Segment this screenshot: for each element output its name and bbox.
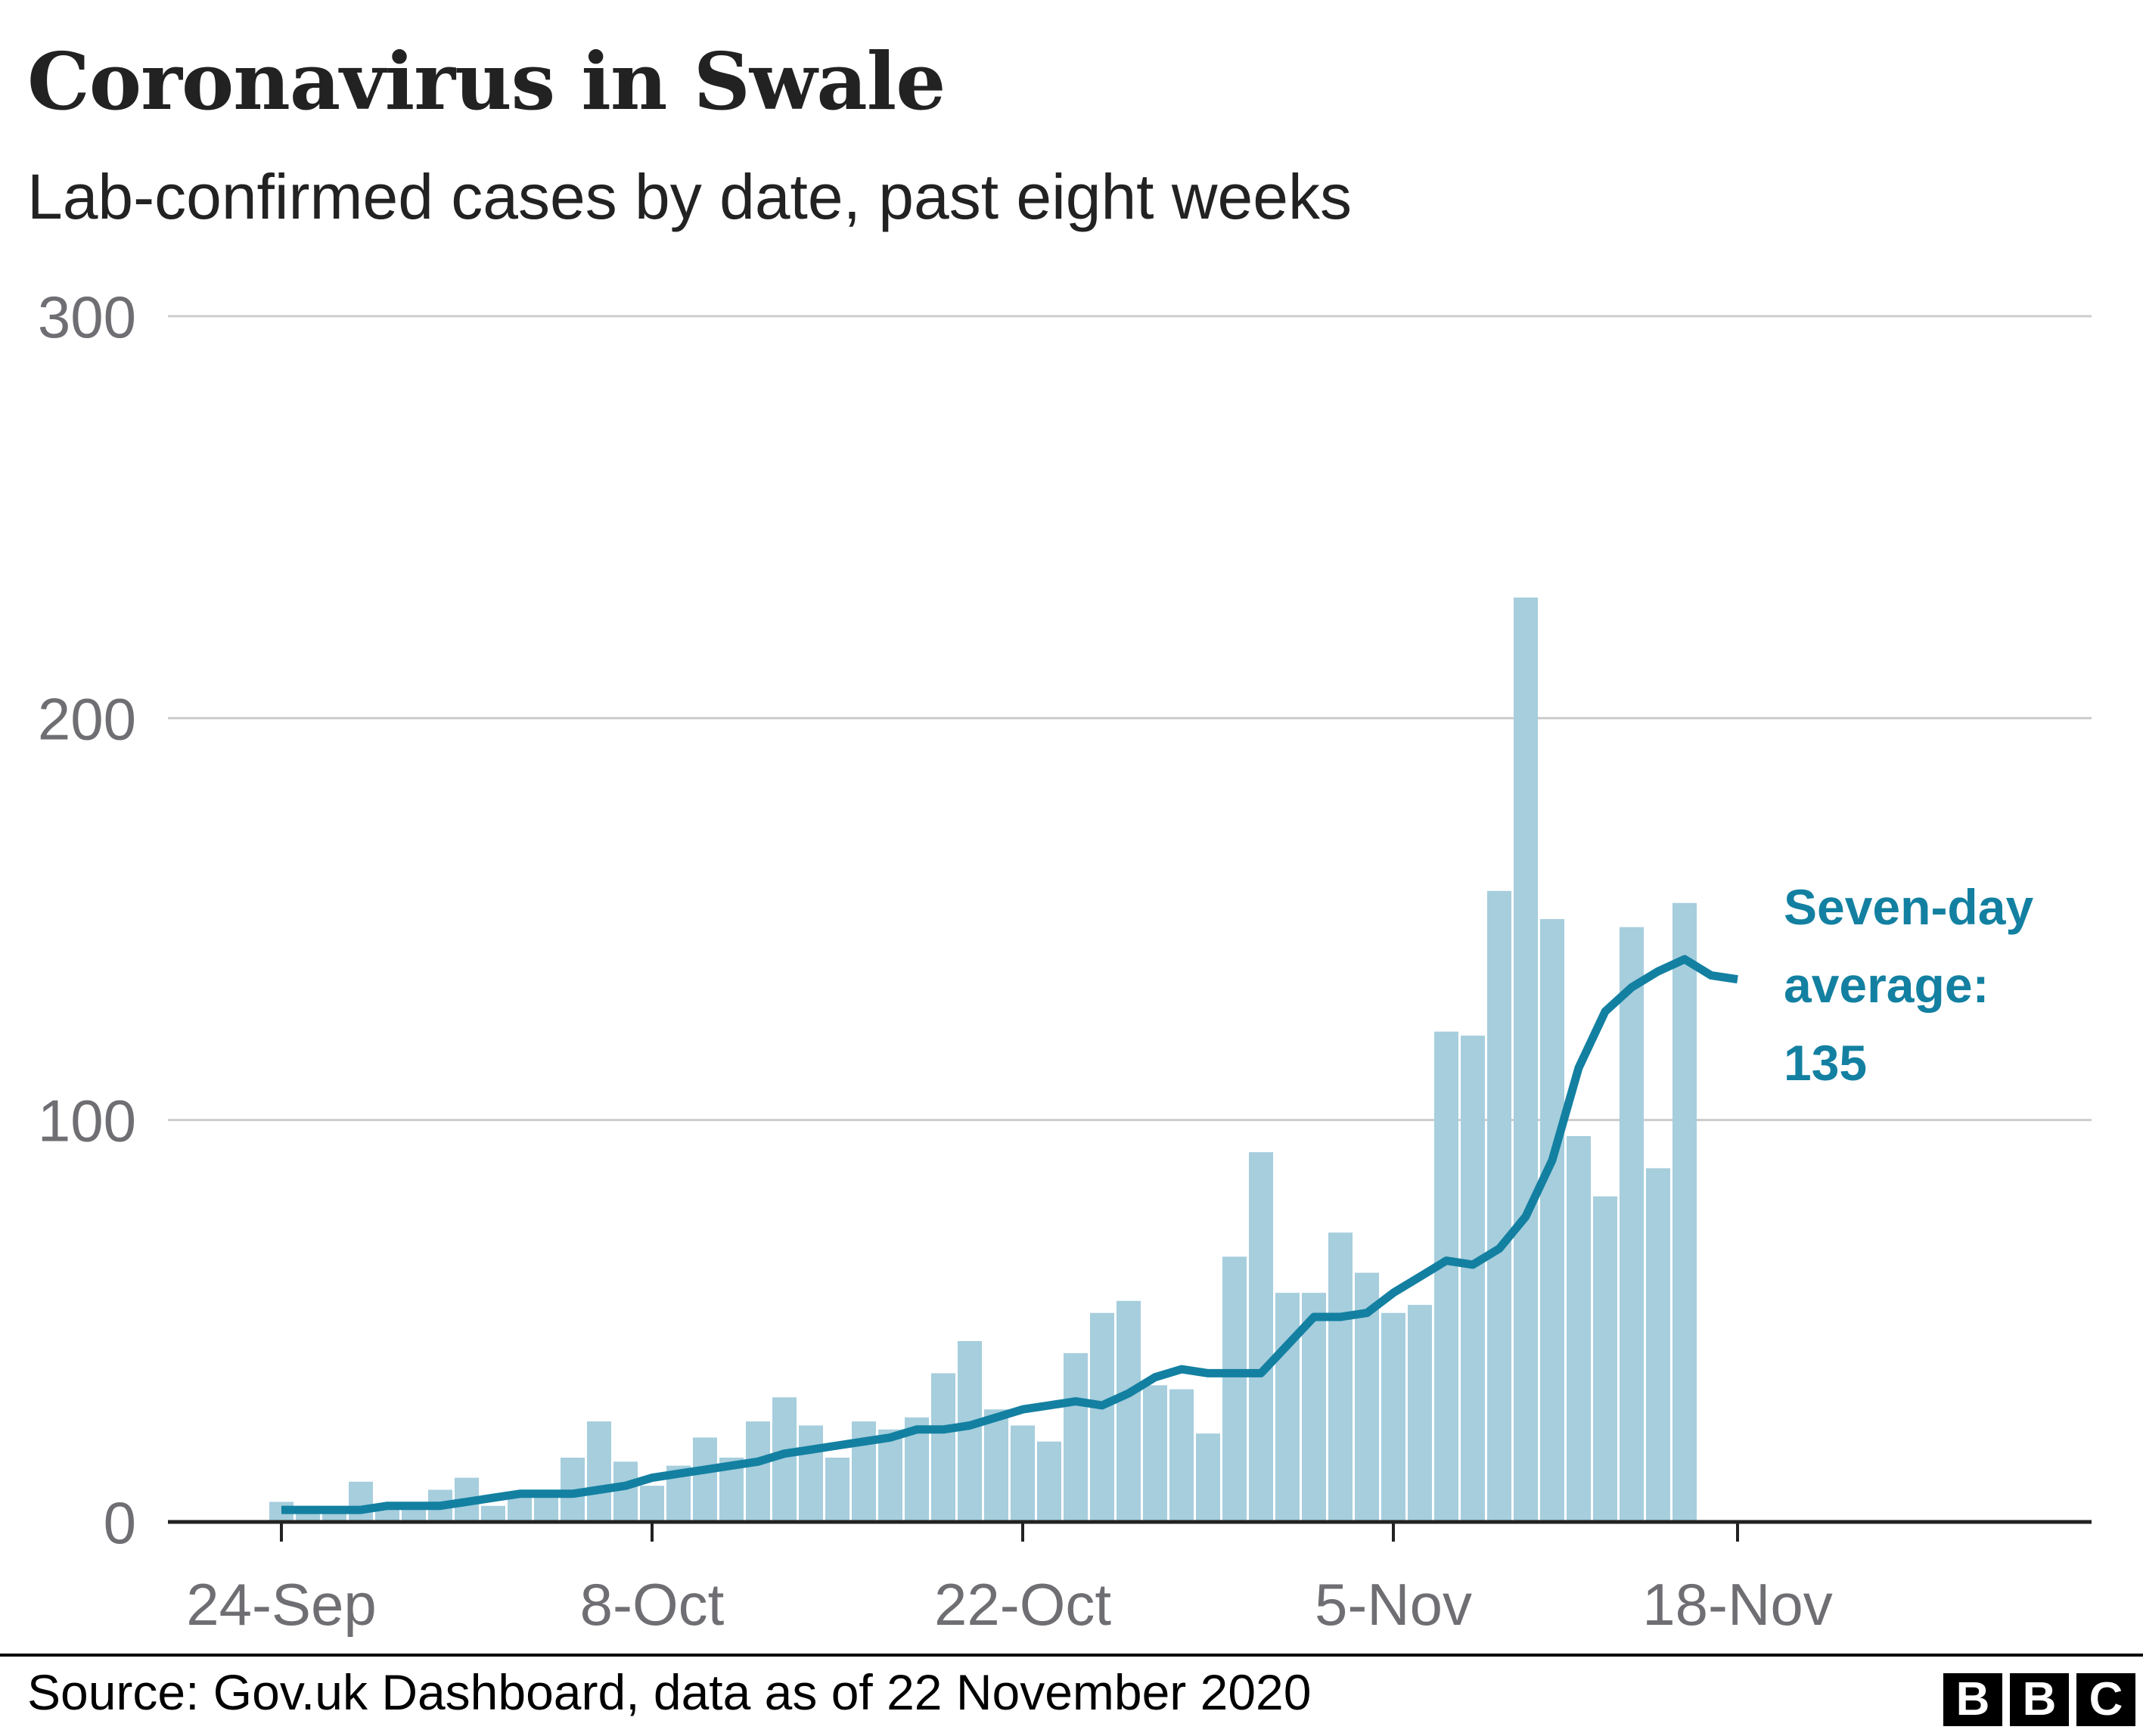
bar: [1620, 927, 1644, 1522]
y-tick-label: 300: [38, 284, 136, 350]
bar: [1672, 902, 1697, 1522]
y-tick-label: 0: [104, 1489, 136, 1556]
bar: [878, 1429, 902, 1522]
bar: [1514, 597, 1538, 1522]
x-tick-label: 18-Nov: [1642, 1571, 1832, 1638]
bar: [693, 1437, 717, 1522]
bar: [1090, 1312, 1114, 1522]
gridlines: [168, 315, 2092, 1122]
bar-series: [269, 597, 1697, 1522]
bbc-logo: B B C: [1943, 1673, 2135, 1726]
tick-labels: 0 100 200 300 24-Sep 8-Oct 22-Oct 5-Nov 18-Nov: [38, 284, 1833, 1638]
bar: [1540, 919, 1564, 1522]
bar: [931, 1373, 955, 1522]
bar: [1434, 1031, 1458, 1522]
bar: [1487, 890, 1511, 1522]
bar: [640, 1486, 664, 1522]
bar: [1328, 1232, 1353, 1522]
x-axis: [168, 1520, 2092, 1542]
seven-day-average-line: [281, 955, 1738, 1514]
bar: [1249, 1152, 1273, 1522]
annotation-line: 135: [1784, 1035, 1867, 1091]
bar: [587, 1421, 611, 1522]
bar: [1567, 1135, 1591, 1522]
bar: [958, 1340, 982, 1522]
bar: [1461, 1036, 1485, 1522]
bar: [1646, 1168, 1670, 1522]
chart-area: 0 100 200 300 24-Sep 8-Oct 22-Oct 5-Nov 18-Nov S…: [38, 284, 2092, 1638]
average-line-layer: [281, 955, 1738, 1514]
chart-title: Coronavirus in Swale: [27, 35, 946, 128]
x-tick-label: 5-Nov: [1315, 1571, 1472, 1638]
bar: [746, 1421, 770, 1522]
bar: [613, 1461, 638, 1522]
bar: [1222, 1256, 1247, 1522]
bar: [1275, 1293, 1300, 1522]
bar: [1143, 1385, 1167, 1522]
bar: [1064, 1352, 1088, 1522]
annotation-line: Seven-day: [1784, 879, 2033, 935]
bar: [1593, 1196, 1617, 1522]
bar: [1037, 1441, 1061, 1522]
bar: [1011, 1425, 1035, 1522]
bar: [1169, 1389, 1194, 1522]
bbc-logo-letter: C: [2076, 1673, 2135, 1726]
bar: [1381, 1312, 1405, 1522]
y-tick-label: 100: [38, 1088, 136, 1154]
source-note: Source: Gov.uk Dashboard, data as of 22 …: [27, 1664, 1312, 1720]
footer-rule: [0, 1654, 2143, 1736]
bar: [481, 1505, 505, 1522]
bar: [799, 1425, 823, 1522]
bar: [349, 1481, 373, 1522]
bar: [825, 1457, 849, 1522]
bar: [1196, 1433, 1220, 1522]
bbc-logo-letter: B: [2010, 1673, 2069, 1726]
bar: [984, 1409, 1008, 1522]
chart-subtitle: Lab-confirmed cases by date, past eight …: [27, 161, 1352, 232]
average-annotation: Seven-day average: 135: [1784, 879, 2033, 1091]
bar: [1117, 1300, 1141, 1522]
annotation-line: average:: [1784, 957, 1989, 1013]
x-tick-label: 24-Sep: [186, 1571, 377, 1638]
x-tick-label: 8-Oct: [580, 1571, 725, 1638]
bbc-logo-letter: B: [1943, 1673, 2002, 1726]
bar: [534, 1493, 558, 1522]
y-tick-label: 200: [38, 685, 136, 752]
bar: [1408, 1305, 1432, 1522]
x-tick-label: 22-Oct: [934, 1571, 1111, 1638]
